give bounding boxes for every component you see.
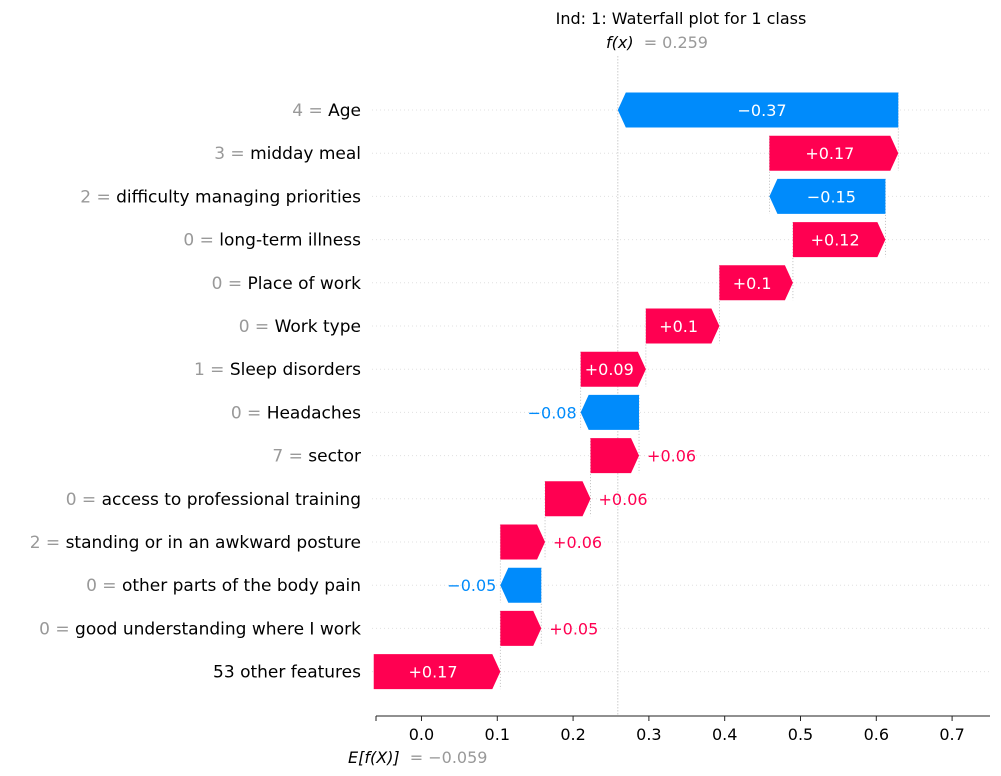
waterfall-bar xyxy=(769,135,899,171)
feature-name: 53 other features xyxy=(213,663,361,683)
feature-label: 0 = Work type xyxy=(239,317,361,337)
bar-value-label: +0.05 xyxy=(549,619,598,638)
connectors xyxy=(499,92,899,690)
waterfall-bar xyxy=(719,265,793,301)
bar-value-label: +0.06 xyxy=(647,447,696,466)
feature-label: 4 = Age xyxy=(292,101,361,121)
feature-name: long-term illness xyxy=(219,231,361,251)
feature-label: 1 = Sleep disorders xyxy=(194,360,361,380)
waterfall-bar xyxy=(645,308,720,344)
feature-value: 0 = xyxy=(231,403,267,423)
feature-value: 2 = xyxy=(80,187,116,207)
feature-name: Work type xyxy=(275,317,361,337)
feature-label: 7 = sector xyxy=(272,447,361,467)
bar-value-label: +0.1 xyxy=(659,317,698,336)
expected-value-value: = −0.059 xyxy=(410,748,488,767)
feature-name: Place of work xyxy=(247,274,361,294)
feature-value: 0 = xyxy=(239,317,275,337)
feature-value: 4 = xyxy=(292,101,328,121)
feature-label: 0 = good understanding where I work xyxy=(39,619,361,639)
waterfall-bar xyxy=(617,92,899,128)
waterfall-bar xyxy=(792,222,886,258)
feature-name: other parts of the body pain xyxy=(122,576,361,596)
bar-value-label: +0.09 xyxy=(585,360,634,379)
feature-label: 0 = Place of work xyxy=(212,274,362,294)
x-tick-label: 0.1 xyxy=(485,725,510,744)
feature-label: 53 other features xyxy=(213,663,361,683)
waterfall-bar xyxy=(500,610,542,646)
feature-label: 3 = midday meal xyxy=(214,144,361,164)
waterfall-bar xyxy=(580,394,640,430)
bar-value-label: −0.15 xyxy=(807,187,856,206)
x-axis: 0.0 0.1 0.2 0.3 0.4 0.5 0.6 0.7 xyxy=(375,715,990,744)
waterfall-bar xyxy=(769,178,886,214)
feature-label: 0 = long-term illness xyxy=(183,231,361,251)
feature-value: 0 = xyxy=(183,231,219,251)
feature-name: Headaches xyxy=(267,403,361,423)
feature-label: 0 = access to professional training xyxy=(66,490,361,510)
feature-value: 0 = xyxy=(86,576,122,596)
feature-value: 0 = xyxy=(39,619,75,639)
fx-label: f(x) xyxy=(606,33,634,52)
feature-name: standing or in an awkward posture xyxy=(66,533,361,553)
bar-value-label: +0.12 xyxy=(811,231,860,250)
feature-name: Sleep disorders xyxy=(230,360,361,380)
feature-labels: 4 = Age 3 = midday meal 2 = difficulty man… xyxy=(30,101,361,683)
x-tick-label: 0.4 xyxy=(712,725,737,744)
feature-value: 7 = xyxy=(272,447,308,467)
feature-name: Age xyxy=(328,101,361,121)
feature-label: 2 = standing or in an awkward posture xyxy=(30,533,361,553)
waterfall-bar xyxy=(373,654,501,690)
bar-value-label: +0.06 xyxy=(553,533,602,552)
waterfall-bar xyxy=(580,351,646,387)
feature-value: 1 = xyxy=(194,360,230,380)
feature-label: 2 = difficulty managing priorities xyxy=(80,187,361,207)
x-tick-label: 0.7 xyxy=(939,725,964,744)
feature-name: midday meal xyxy=(250,144,361,164)
feature-label: 0 = other parts of the body pain xyxy=(86,576,361,596)
feature-value: 0 = xyxy=(212,274,248,294)
fx-value: = 0.259 xyxy=(644,33,708,52)
waterfall-bar xyxy=(500,567,542,603)
chart-title: Ind: 1: Waterfall plot for 1 class xyxy=(556,9,807,28)
feature-value: 3 = xyxy=(214,144,250,164)
feature-value: 2 = xyxy=(30,533,66,553)
bar-value-label: +0.17 xyxy=(409,663,458,682)
x-tick-label: 0.6 xyxy=(864,725,889,744)
fx-annotation: f(x) = 0.259 xyxy=(606,33,708,52)
x-tick-label: 0.5 xyxy=(788,725,813,744)
feature-name: difficulty managing priorities xyxy=(116,187,361,207)
expected-value-annotation: E[f(X)] = −0.059 xyxy=(348,748,487,767)
bars: −0.37 +0.17 −0.15 +0.12 +0.1 +0.1 +0.09 −0.08 +0… xyxy=(373,92,899,690)
bar-value-label: −0.37 xyxy=(738,101,787,120)
bar-value-label: +0.17 xyxy=(805,144,854,163)
feature-name: access to professional training xyxy=(102,490,361,510)
bar-value-label: −0.08 xyxy=(528,403,577,422)
waterfall-bar xyxy=(590,438,640,474)
bar-value-label: −0.05 xyxy=(447,576,496,595)
feature-name: sector xyxy=(308,447,361,467)
feature-label: 0 = Headaches xyxy=(231,403,361,423)
waterfall-bar xyxy=(545,481,591,517)
bar-value-label: +0.06 xyxy=(599,490,648,509)
x-tick-label: 0.0 xyxy=(409,725,434,744)
bar-value-label: +0.1 xyxy=(733,274,772,293)
feature-name: good understanding where I work xyxy=(75,619,361,639)
x-tick-label: 0.3 xyxy=(636,725,661,744)
feature-value: 0 = xyxy=(66,490,102,510)
waterfall-bar xyxy=(500,524,546,560)
x-tick-label: 0.2 xyxy=(560,725,585,744)
expected-value-label: E[f(X)] xyxy=(348,748,400,767)
